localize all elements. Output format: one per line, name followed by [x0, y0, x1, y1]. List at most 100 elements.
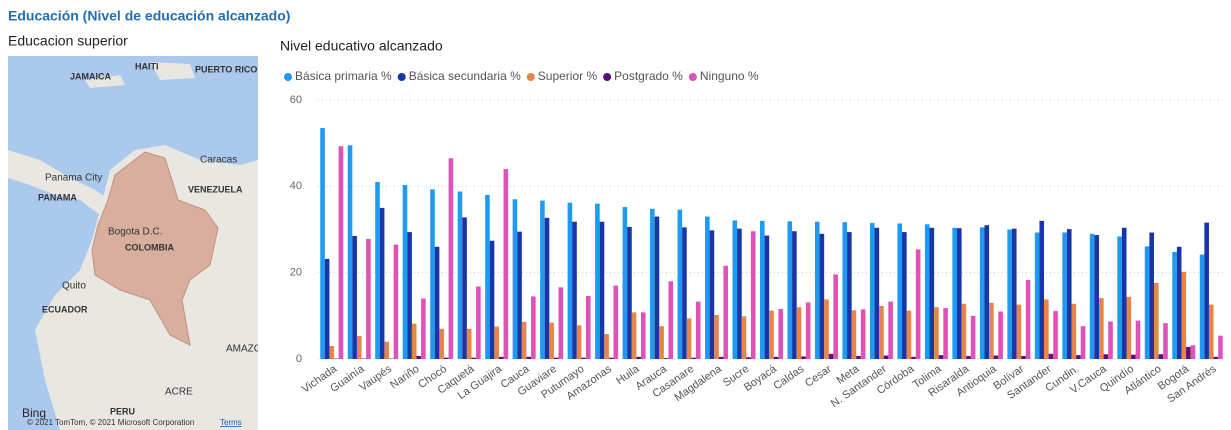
bar: [393, 244, 399, 359]
bar: [411, 323, 417, 359]
y-tick-label: 20: [290, 267, 302, 279]
bar: [329, 346, 335, 359]
bar: [938, 355, 944, 359]
map-label: Panama City: [45, 173, 102, 184]
bar: [929, 227, 935, 359]
bar: [421, 298, 426, 359]
bar: [1094, 235, 1100, 359]
bar: [970, 315, 976, 359]
bar: [819, 233, 825, 359]
x-tick-label: Caldas: [771, 363, 806, 393]
bar: [1163, 323, 1168, 359]
x-tick-label: Nariño: [388, 363, 421, 391]
bar: [760, 220, 765, 359]
bar: [773, 356, 779, 359]
x-tick-label: Cesar: [803, 363, 834, 390]
page-title: Educación (Nivel de educación alcanzado): [8, 8, 290, 24]
bar: [416, 355, 422, 359]
bar: [778, 308, 783, 359]
jamaica-island: [85, 75, 125, 88]
bar: [906, 310, 912, 359]
bar: [599, 221, 605, 359]
bar: [860, 309, 866, 359]
bar: [1144, 246, 1150, 359]
colombia: [91, 151, 219, 346]
bar: [654, 216, 660, 359]
bar: [608, 357, 614, 359]
bar: [663, 358, 669, 359]
bar: [851, 310, 857, 359]
bar: [517, 231, 522, 359]
bar: [915, 249, 921, 359]
bar: [979, 227, 985, 359]
bar: [737, 228, 742, 359]
bar: [531, 296, 536, 359]
bar: [572, 221, 577, 359]
bar: [443, 357, 449, 359]
bar: [489, 240, 495, 359]
bar: [439, 328, 444, 359]
x-tick-label: Vaupés: [357, 363, 394, 394]
bar: [956, 228, 962, 359]
hispaniola-island: [150, 62, 195, 80]
bar: [627, 226, 632, 359]
bar: [494, 326, 499, 359]
bar: [379, 207, 385, 359]
bar: [622, 207, 628, 359]
bar: [989, 302, 994, 359]
map-label: Bogota D.C.: [108, 227, 162, 238]
map-label: AMAZONA: [226, 344, 276, 355]
bar: [430, 189, 435, 359]
legend-label: Básica secundaria %: [409, 69, 521, 83]
bar: [1089, 233, 1095, 359]
bar: [1039, 220, 1045, 359]
map-label: PANAMA: [38, 192, 77, 202]
map-label: PUERTO RICO (U.S.): [195, 64, 283, 74]
y-tick-label: 60: [290, 94, 302, 106]
bar: [503, 169, 509, 359]
map-terms[interactable]: Terms: [220, 418, 242, 427]
map-title: Educacion superior: [8, 33, 128, 49]
x-tick-label: Boyacá: [742, 363, 780, 394]
bar: [1071, 303, 1077, 359]
bar: [911, 356, 916, 359]
bar: [1218, 335, 1223, 359]
bar: [553, 357, 559, 359]
legend-marker: [526, 73, 535, 81]
bar: [576, 325, 582, 359]
bar: [471, 357, 477, 359]
bar: [856, 355, 861, 359]
bar: [549, 322, 554, 359]
bar: [682, 227, 687, 359]
bar: [741, 316, 747, 359]
bar: [402, 185, 408, 359]
bar: [1007, 229, 1012, 359]
bar: [814, 221, 820, 359]
y-tick-label: 40: [290, 180, 302, 192]
bar: [558, 287, 564, 359]
bar: [1213, 356, 1219, 359]
bar: [338, 146, 344, 359]
bar: [677, 209, 683, 359]
legend-marker: [397, 73, 406, 81]
bar: [512, 199, 518, 359]
bar: [943, 308, 948, 359]
bar: [824, 299, 829, 359]
map-label: VENEZUELA: [188, 184, 243, 194]
bar: [1153, 283, 1159, 359]
bar: [1062, 232, 1067, 359]
bar: [961, 303, 967, 359]
bar: [746, 357, 751, 359]
bar: [347, 145, 353, 359]
map-label: COLOMBIA: [125, 242, 174, 252]
bar: [448, 158, 454, 359]
map-label: Caracas: [200, 155, 237, 166]
bar: [828, 353, 834, 359]
legend-label: Superior %: [538, 69, 598, 83]
bar: [924, 224, 930, 359]
bar: [320, 128, 325, 359]
bar: [691, 357, 696, 359]
map-logo: Bing: [22, 406, 46, 420]
bar: [485, 194, 490, 359]
bar: [1080, 326, 1086, 359]
